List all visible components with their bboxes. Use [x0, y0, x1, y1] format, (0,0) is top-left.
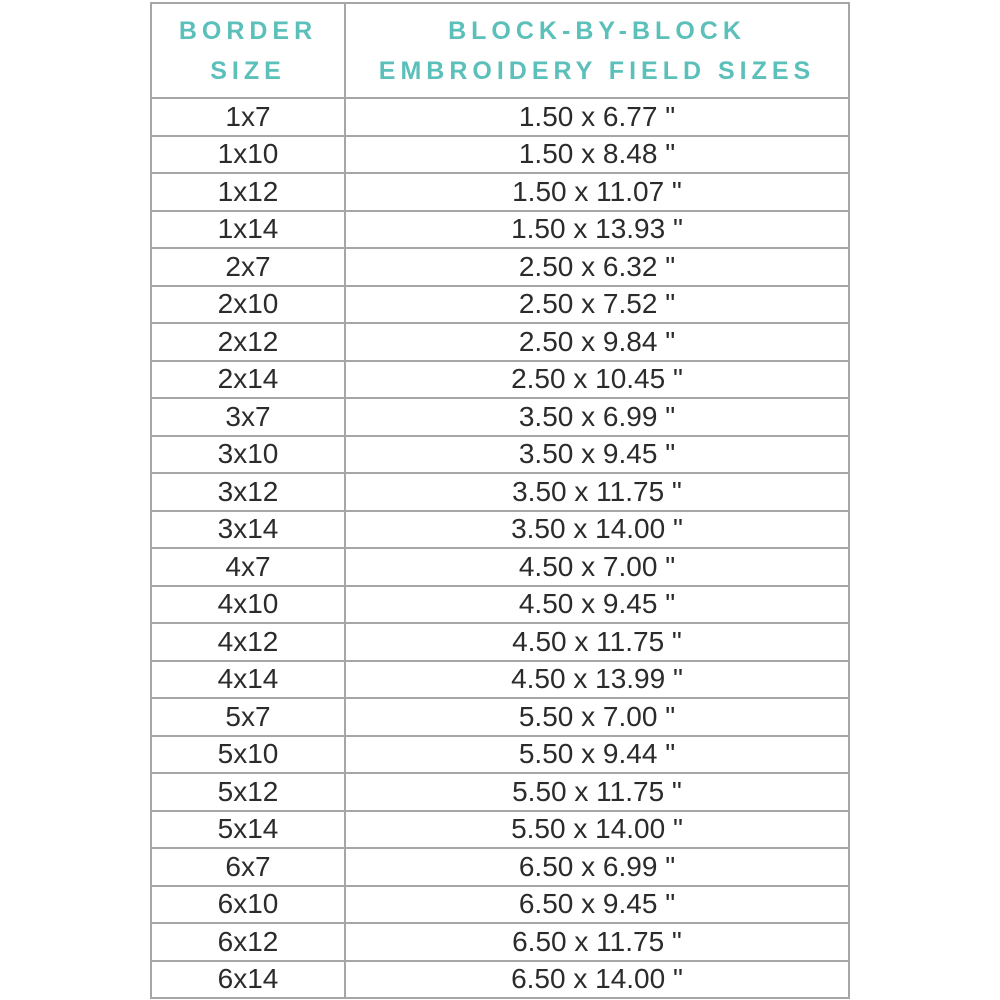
border-size-cell: 2x7	[150, 247, 346, 287]
border-size-cell: 4x12	[150, 622, 346, 662]
table-row: 4x7 4.50 x 7.00 "	[150, 547, 850, 587]
table-row: 3x7 3.50 x 6.99 "	[150, 397, 850, 437]
field-size-cell: 1.50 x 8.48 "	[344, 134, 850, 174]
table-row: 4x10 4.50 x 9.45 "	[150, 584, 850, 624]
field-size-cell: 3.50 x 14.00 "	[344, 509, 850, 549]
border-size-cell: 6x7	[150, 847, 346, 887]
border-size-cell: 5x14	[150, 809, 346, 849]
field-size-cell: 1.50 x 6.77 "	[344, 97, 850, 137]
border-size-cell: 2x10	[150, 284, 346, 324]
field-size-cell: 4.50 x 7.00 "	[344, 547, 850, 587]
border-size-cell: 5x7	[150, 697, 346, 737]
field-size-cell: 2.50 x 10.45 "	[344, 359, 850, 399]
field-size-cell: 6.50 x 9.45 "	[344, 884, 850, 924]
table-row: 2x12 2.50 x 9.84 "	[150, 322, 850, 362]
border-size-cell: 3x14	[150, 509, 346, 549]
field-size-cell: 6.50 x 11.75 "	[344, 922, 850, 962]
field-size-cell: 5.50 x 11.75 "	[344, 772, 850, 812]
field-size-cell: 5.50 x 14.00 "	[344, 809, 850, 849]
table-row: 4x12 4.50 x 11.75 "	[150, 622, 850, 662]
table-row: 4x14 4.50 x 13.99 "	[150, 659, 850, 699]
border-size-cell: 1x7	[150, 97, 346, 137]
field-size-cell: 3.50 x 6.99 "	[344, 397, 850, 437]
field-size-cell: 2.50 x 9.84 "	[344, 322, 850, 362]
field-size-cell: 4.50 x 9.45 "	[344, 584, 850, 624]
table-row: 1x7 1.50 x 6.77 "	[150, 97, 850, 137]
field-size-cell: 5.50 x 9.44 "	[344, 734, 850, 774]
border-size-cell: 1x14	[150, 209, 346, 249]
border-size-cell: 4x7	[150, 547, 346, 587]
table-row: 6x7 6.50 x 6.99 "	[150, 847, 850, 887]
header-row: BORDER SIZE BLOCK-BY-BLOCK EMBROIDERY FI…	[150, 2, 850, 99]
table-row: 5x7 5.50 x 7.00 "	[150, 697, 850, 737]
border-size-cell: 5x10	[150, 734, 346, 774]
border-size-cell: 1x12	[150, 172, 346, 212]
border-size-cell: 1x10	[150, 134, 346, 174]
field-size-cell: 3.50 x 11.75 "	[344, 472, 850, 512]
table-row: 1x12 1.50 x 11.07 "	[150, 172, 850, 212]
border-size-cell: 2x12	[150, 322, 346, 362]
table-row: 6x12 6.50 x 11.75 "	[150, 922, 850, 962]
field-size-cell: 3.50 x 9.45 "	[344, 434, 850, 474]
field-size-cell: 2.50 x 7.52 "	[344, 284, 850, 324]
size-table-body: 1x7 1.50 x 6.77 " 1x10 1.50 x 8.48 " 1x12 1.5…	[150, 97, 850, 999]
border-size-cell: 4x10	[150, 584, 346, 624]
field-size-cell: 6.50 x 14.00 "	[344, 959, 850, 999]
field-size-cell: 2.50 x 6.32 "	[344, 247, 850, 287]
header-border-size-line2: SIZE	[210, 56, 286, 85]
header-field-sizes-line2: EMBROIDERY FIELD SIZES	[378, 56, 816, 85]
table-row: 2x10 2.50 x 7.52 "	[150, 284, 850, 324]
table-row: 1x14 1.50 x 13.93 "	[150, 209, 850, 249]
border-size-cell: 6x10	[150, 884, 346, 924]
table-row: 3x14 3.50 x 14.00 "	[150, 509, 850, 549]
table-row: 2x7 2.50 x 6.32 "	[150, 247, 850, 287]
border-size-cell: 3x10	[150, 434, 346, 474]
header-field-sizes-line1: BLOCK-BY-BLOCK	[448, 16, 746, 45]
header-border-size-line1: BORDER	[178, 16, 318, 45]
table-row: 5x12 5.50 x 11.75 "	[150, 772, 850, 812]
table-row: 3x10 3.50 x 9.45 "	[150, 434, 850, 474]
field-size-cell: 1.50 x 13.93 "	[344, 209, 850, 249]
table-row: 1x10 1.50 x 8.48 "	[150, 134, 850, 174]
field-size-cell: 5.50 x 7.00 "	[344, 697, 850, 737]
field-size-cell: 4.50 x 13.99 "	[344, 659, 850, 699]
header-cell-field-sizes: BLOCK-BY-BLOCK EMBROIDERY FIELD SIZES	[344, 2, 850, 99]
table-header: BORDER SIZE BLOCK-BY-BLOCK EMBROIDERY FI…	[150, 2, 850, 99]
header-cell-border-size: BORDER SIZE	[150, 2, 346, 99]
field-size-cell: 4.50 x 11.75 "	[344, 622, 850, 662]
table-row: 6x14 6.50 x 14.00 "	[150, 959, 850, 999]
border-size-cell: 6x12	[150, 922, 346, 962]
table-row: 2x14 2.50 x 10.45 "	[150, 359, 850, 399]
field-size-cell: 6.50 x 6.99 "	[344, 847, 850, 887]
border-size-cell: 2x14	[150, 359, 346, 399]
table-row: 6x10 6.50 x 9.45 "	[150, 884, 850, 924]
border-size-cell: 3x7	[150, 397, 346, 437]
embroidery-size-table: BORDER SIZE BLOCK-BY-BLOCK EMBROIDERY FI…	[150, 2, 850, 999]
table-row: 5x10 5.50 x 9.44 "	[150, 734, 850, 774]
border-size-cell: 5x12	[150, 772, 346, 812]
field-size-cell: 1.50 x 11.07 "	[344, 172, 850, 212]
table-row: 3x12 3.50 x 11.75 "	[150, 472, 850, 512]
border-size-cell: 4x14	[150, 659, 346, 699]
border-size-cell: 3x12	[150, 472, 346, 512]
border-size-cell: 6x14	[150, 959, 346, 999]
table-row: 5x14 5.50 x 14.00 "	[150, 809, 850, 849]
